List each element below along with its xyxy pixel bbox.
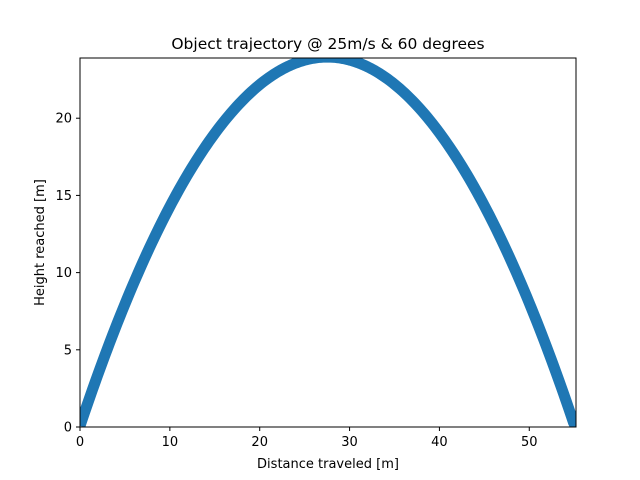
- y-tick-label: 20: [55, 112, 72, 127]
- x-tick-label: 40: [431, 435, 448, 450]
- plot-area: [80, 58, 576, 427]
- x-tick-label: 0: [76, 435, 84, 450]
- y-tick-label: 10: [55, 266, 72, 281]
- y-tick-label: 15: [55, 189, 72, 204]
- y-axis-ticks: 0 5 10 15 20: [55, 112, 80, 436]
- series-layer: [79, 57, 577, 428]
- x-tick-label: 50: [521, 435, 538, 450]
- y-tick-label: 0: [64, 421, 72, 436]
- chart-title: Object trajectory @ 25m/s & 60 degrees: [171, 35, 484, 53]
- x-tick-label: 10: [162, 435, 179, 450]
- y-tick-label: 5: [64, 343, 72, 358]
- trajectory-line: [80, 58, 576, 427]
- y-axis-label: Height reached [m]: [33, 179, 48, 306]
- x-axis-ticks: 0 10 20 30 40 50: [76, 427, 538, 450]
- x-tick-label: 20: [251, 435, 268, 450]
- x-axis-label: Distance traveled [m]: [257, 457, 399, 472]
- x-tick-label: 30: [341, 435, 358, 450]
- plot-frame: [79, 57, 577, 428]
